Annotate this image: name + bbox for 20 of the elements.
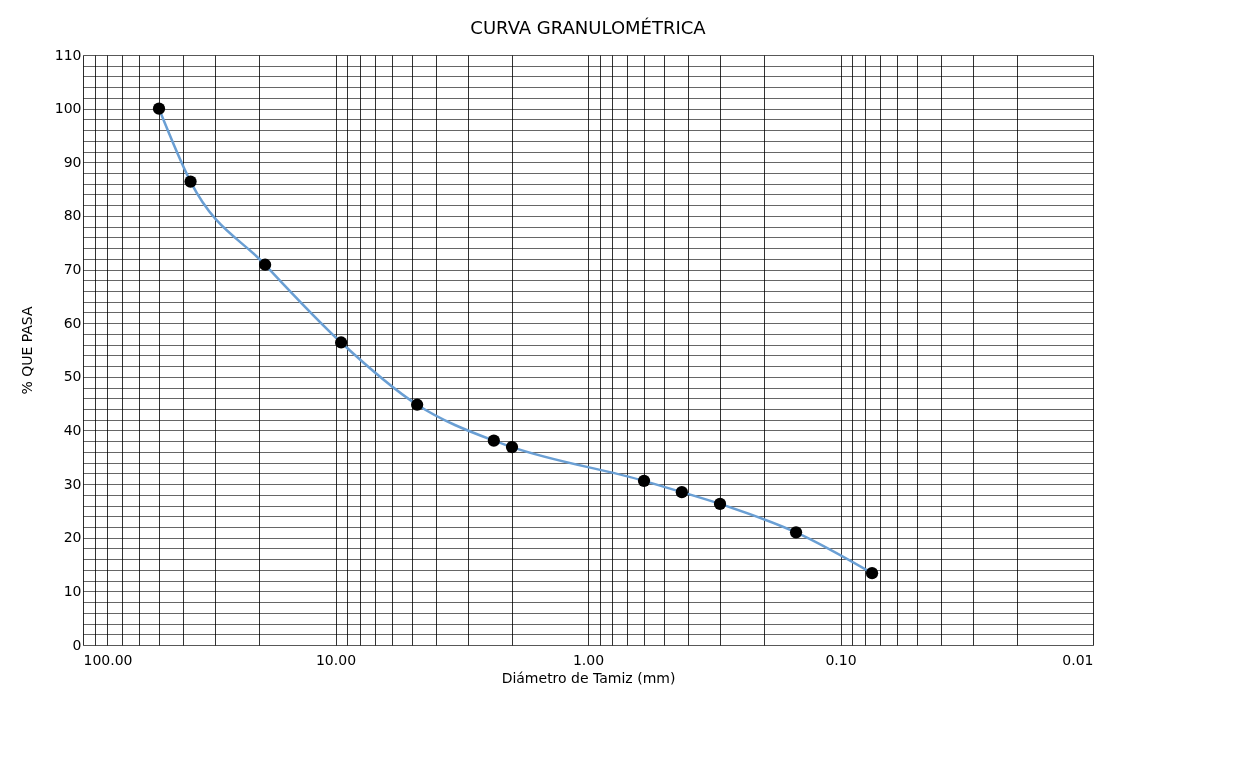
x-axis-title: Diámetro de Tamiz (mm) [501, 669, 676, 686]
y-tick-label: 30 [63, 475, 82, 492]
y-tick-label: 50 [63, 368, 82, 385]
y-tick-label: 60 [63, 314, 82, 331]
y-tick-label: 10 [63, 582, 82, 599]
chart-title: CURVA GRANULOMÉTRICA [470, 17, 707, 38]
x-tick-label: 10.00 [315, 651, 357, 668]
y-tick-label: 40 [63, 421, 82, 438]
x-tick-label: 1.00 [572, 651, 605, 668]
y-tick-label: 0 [72, 636, 82, 653]
y-axis-title: % QUE PASA [18, 306, 35, 395]
x-tick-label: 100.00 [83, 651, 133, 668]
y-tick-label: 90 [63, 153, 82, 170]
y-tick-label: 100 [54, 100, 82, 117]
x-tick-label: 0.01 [1062, 651, 1094, 668]
y-tick-label: 80 [63, 207, 82, 224]
y-tick-label: 110 [54, 46, 82, 63]
y-tick-label: 70 [63, 261, 82, 278]
x-tick-label: 0.10 [825, 651, 857, 668]
y-tick-label: 20 [63, 529, 82, 546]
